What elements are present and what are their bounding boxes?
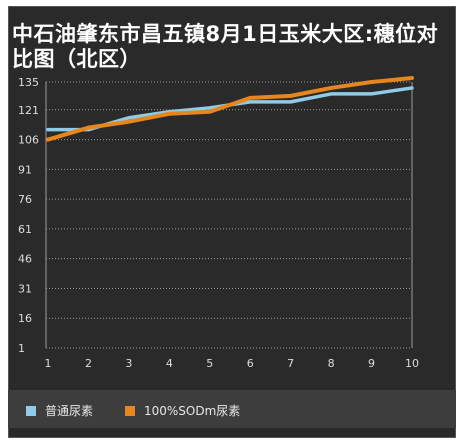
y-axis-ticks: 1 16 31 46 61 76 91 106 121 135 [18,76,39,355]
x-tick-label: 3 [125,357,132,370]
x-tick-label: 10 [405,357,419,370]
chart-title: 中石油肇东市昌五镇8月1日玉米大区:穗位对比图（北区） [12,22,439,71]
y-tick-label: 16 [18,312,32,325]
series-group [46,76,414,142]
x-tick-label: 4 [166,357,173,370]
x-tick-label: 8 [328,357,335,370]
legend-swatch-series-2 [125,405,135,416]
y-tick-label: 31 [18,282,32,295]
y-tick-label: 46 [18,253,32,266]
y-tick-label: 91 [18,163,32,176]
x-tick-label: 5 [206,357,213,370]
y-tick-label: 135 [18,76,39,89]
x-tick-label: 2 [85,357,92,370]
x-tick-label: 1 [45,357,52,370]
y-tick-label: 1 [18,342,25,355]
chart-frame [8,6,456,438]
y-tick-label: 61 [18,223,32,236]
y-tick-label: 106 [18,134,39,147]
series-line-2 [46,76,414,142]
legend-swatch-series-1 [26,405,36,416]
y-tick-label: 76 [18,193,32,206]
series-line-1 [46,86,414,132]
legend: 普通尿素 100%SODm尿素 [8,390,456,428]
x-tick-label: 6 [247,357,254,370]
legend-label-series-2: 100%SODm尿素 [144,404,241,418]
grid-lines [45,81,413,349]
x-tick-label: 7 [287,357,294,370]
legend-label-series-1: 普通尿素 [45,404,94,418]
legend-item-series-1[interactable]: 普通尿素 [26,402,93,419]
x-tick-label: 9 [368,357,375,370]
x-axis-ticks: 1 2 3 4 5 6 7 8 9 10 [45,357,420,370]
y-tick-label: 121 [18,104,39,117]
legend-item-series-2[interactable]: 100%SODm尿素 [125,402,240,419]
